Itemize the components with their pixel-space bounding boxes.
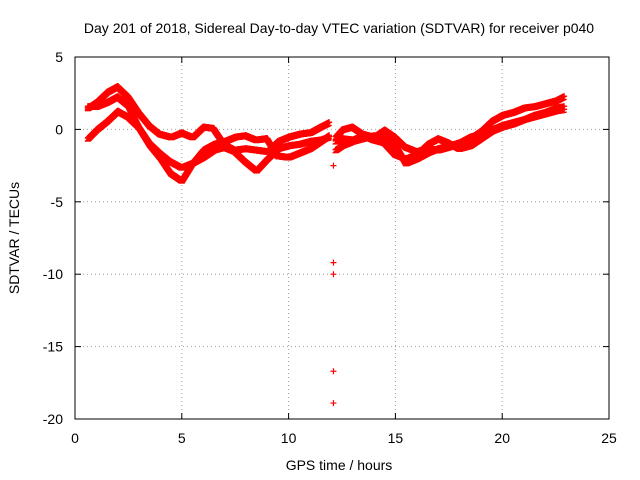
data-points — [84, 82, 568, 407]
series-2 — [84, 107, 332, 174]
series-3 — [84, 93, 332, 184]
data-point — [326, 119, 333, 126]
